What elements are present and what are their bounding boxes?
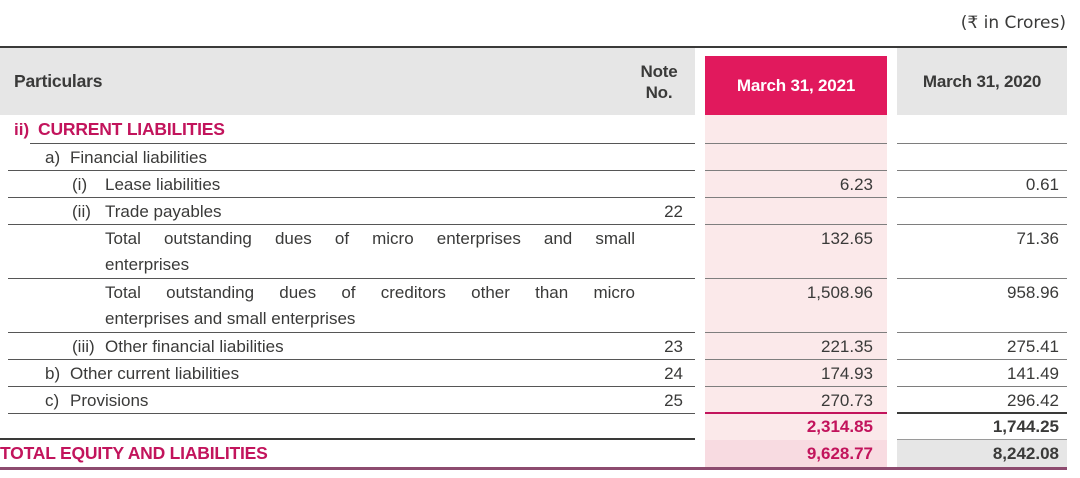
- value-2020: 275.41: [897, 333, 1067, 360]
- row-marker: b): [45, 363, 61, 383]
- row-label: Lease liabilities: [105, 174, 221, 194]
- row-particulars: ii) CURRENT LIABILITIES: [0, 115, 695, 144]
- row-marker: (ii): [72, 201, 91, 221]
- table-body: ii) CURRENT LIABILITIES a) Financial lia…: [0, 115, 1080, 467]
- row-particulars: (i) Lease liabilities: [0, 171, 695, 198]
- row-label: Total outstanding dues of micro enterpri…: [105, 229, 635, 274]
- value-2020: [897, 144, 1067, 171]
- row-particulars: TOTAL EQUITY AND LIABILITIES: [0, 440, 695, 467]
- value-2021: [705, 115, 887, 144]
- value-2020: 71.36: [897, 225, 1067, 279]
- value-2020: 141.49: [897, 360, 1067, 387]
- table-row: c) Provisions 25 270.73 296.42: [0, 387, 1080, 414]
- row-label: Total outstanding dues of creditors othe…: [105, 283, 635, 328]
- value-2021: 2,314.85: [705, 414, 887, 440]
- note-number: 25: [664, 390, 683, 410]
- row-label: Trade payables: [105, 201, 222, 221]
- note-number: 24: [664, 363, 683, 383]
- table-row: (iii) Other financial liabilities 23 221…: [0, 333, 1080, 360]
- table-row: (i) Lease liabilities 6.23 0.61: [0, 171, 1080, 198]
- table-row: Total outstanding dues of micro enterpri…: [0, 225, 1080, 279]
- table-row: a) Financial liabilities: [0, 144, 1080, 171]
- row-marker: (i): [72, 174, 88, 194]
- units-note: (₹ in Crores): [960, 13, 1066, 33]
- row-marker: (iii): [72, 336, 95, 356]
- particulars-header-label: Particulars: [14, 71, 103, 91]
- value-2020: [897, 198, 1067, 225]
- table-row: b) Other current liabilities 24 174.93 1…: [0, 360, 1080, 387]
- table-row: (ii) Trade payables 22: [0, 198, 1080, 225]
- value-2021: 9,628.77: [705, 440, 887, 467]
- table-header-row: Particulars Note No. March 31, 2021 Marc…: [0, 48, 1080, 115]
- row-label: CURRENT LIABILITIES: [38, 119, 225, 139]
- row-label: Provisions: [70, 390, 149, 410]
- header-march-2020-cell: March 31, 2020: [897, 48, 1067, 115]
- value-2020: 0.61: [897, 171, 1067, 198]
- note-number: 22: [664, 201, 683, 221]
- table-row: Total outstanding dues of creditors othe…: [0, 279, 1080, 333]
- value-2020: 8,242.08: [897, 440, 1067, 467]
- value-2021: 174.93: [705, 360, 887, 387]
- value-2021: 221.35: [705, 333, 887, 360]
- top-rule: [0, 46, 1067, 48]
- value-2021: [705, 144, 887, 171]
- value-2021: 6.23: [705, 171, 887, 198]
- row-label: Other current liabilities: [70, 363, 240, 383]
- table-row-subtotal: 2,314.85 1,744.25: [0, 414, 1080, 440]
- row-label: Financial liabilities: [70, 147, 208, 167]
- row-particulars: (iii) Other financial liabilities 23: [0, 333, 695, 360]
- row-particulars: Total outstanding dues of micro enterpri…: [0, 225, 695, 279]
- row-particulars: b) Other current liabilities 24: [0, 360, 695, 387]
- value-2020: 958.96: [897, 279, 1067, 333]
- row-particulars: Total outstanding dues of creditors othe…: [0, 279, 695, 333]
- value-2020: [897, 115, 1067, 144]
- row-particulars: c) Provisions 25: [0, 387, 695, 414]
- row-marker: ii): [14, 119, 30, 139]
- value-2021: 270.73: [705, 387, 887, 414]
- row-marker: a): [45, 147, 61, 167]
- header-particulars-cell: Particulars Note No.: [0, 48, 695, 115]
- row-particulars: a) Financial liabilities: [0, 144, 695, 171]
- header-march-2021-cell: March 31, 2021: [705, 56, 887, 115]
- value-2020: 296.42: [897, 387, 1067, 414]
- table-row-total: TOTAL EQUITY AND LIABILITIES 9,628.77 8,…: [0, 440, 1080, 467]
- row-label: Other financial liabilities: [105, 336, 284, 356]
- value-2021: 1,508.96: [705, 279, 887, 333]
- row-label: TOTAL EQUITY AND LIABILITIES: [0, 443, 268, 463]
- value-2021: [705, 198, 887, 225]
- row-particulars: [0, 414, 695, 440]
- value-2020: 1,744.25: [897, 414, 1067, 440]
- value-2021: 132.65: [705, 225, 887, 279]
- table-row: ii) CURRENT LIABILITIES: [0, 115, 1080, 144]
- row-marker: c): [45, 390, 60, 410]
- note-number: 23: [664, 336, 683, 356]
- bottom-rule: [0, 467, 1067, 470]
- row-particulars: (ii) Trade payables 22: [0, 198, 695, 225]
- note-no-header-label: Note No.: [640, 61, 678, 102]
